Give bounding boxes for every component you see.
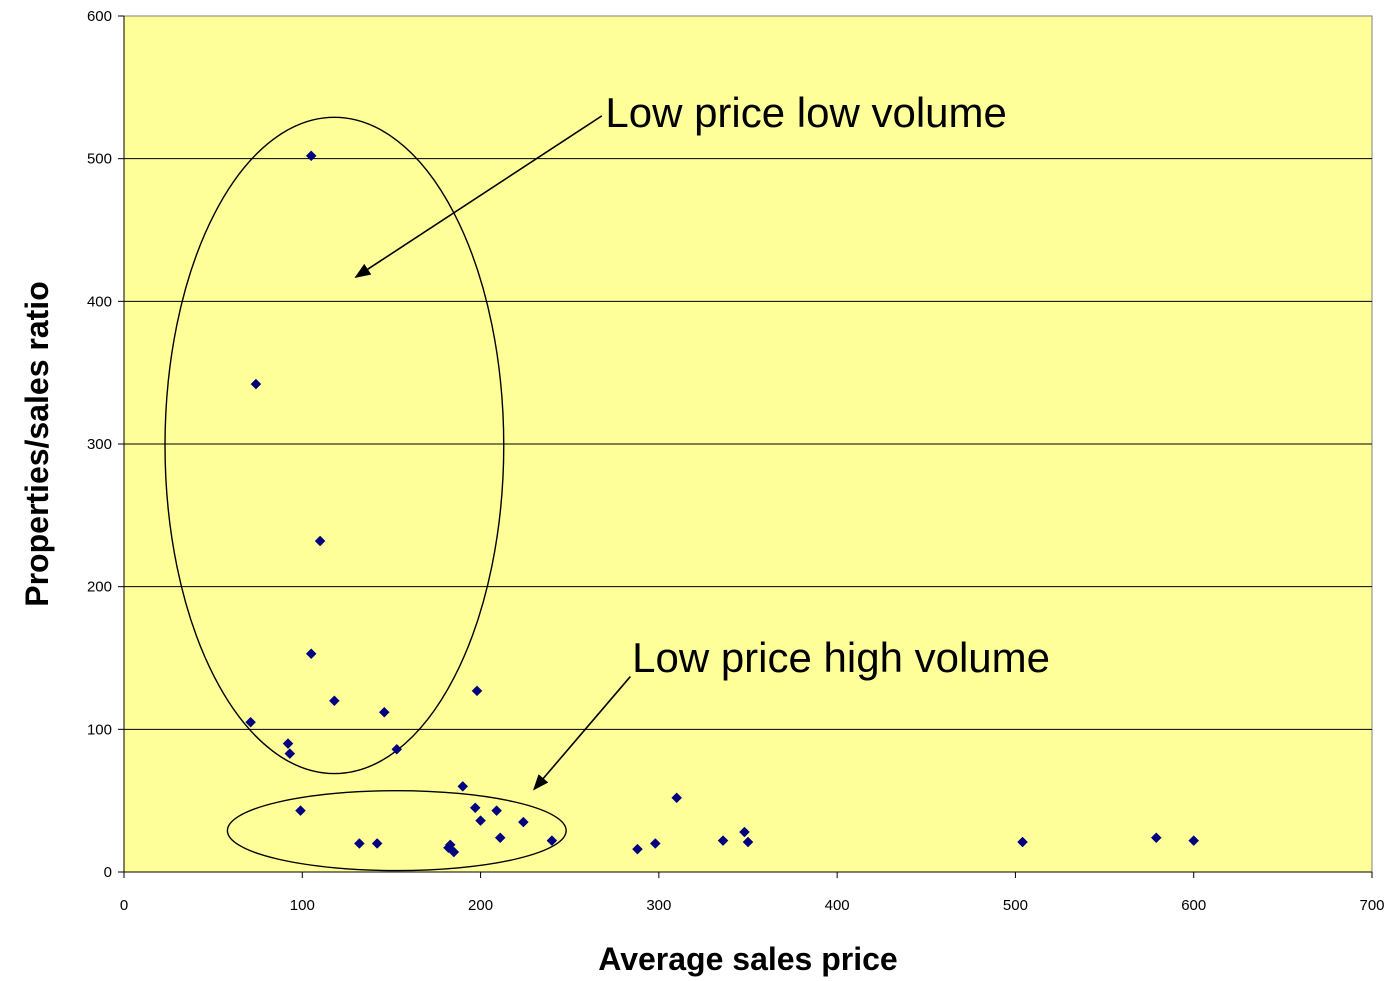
data-point-marker: [250, 378, 262, 390]
y-axis-title: Properties/sales ratio: [19, 281, 55, 606]
annotation-label: Low price high volume: [632, 634, 1050, 681]
x-tick-label: 400: [825, 897, 850, 914]
y-tick-label: 500: [87, 151, 112, 168]
y-tick-label: 300: [87, 436, 112, 453]
y-tick-label: 200: [87, 579, 112, 596]
y-axis-ticks: 0 100 200 300 400 500 600: [87, 8, 124, 881]
data-point-marker: [391, 743, 403, 755]
data-point-marker: [329, 695, 340, 707]
data-point-marker: [443, 842, 454, 854]
data-point-marker: [284, 748, 296, 759]
data-point-marker: [632, 843, 643, 855]
data-point-marker: [491, 805, 502, 817]
x-tick-label: 100: [290, 897, 315, 914]
data-point-marker: [469, 802, 481, 814]
data-point-marker: [305, 648, 317, 660]
data-points: [245, 150, 1200, 858]
x-tick-label: 700: [1359, 897, 1384, 914]
data-point-marker: [1017, 836, 1028, 848]
annotation-ellipse: [164, 116, 505, 775]
y-tick-label: 600: [87, 8, 112, 25]
data-point-marker: [475, 815, 486, 826]
y-tick-label: 400: [87, 293, 112, 310]
data-point-marker: [305, 150, 317, 162]
data-point-marker: [282, 738, 294, 749]
data-point-marker: [671, 792, 683, 804]
data-point-marker: [1188, 835, 1200, 846]
annotation-label: Low price low volume: [605, 89, 1007, 136]
annotation-ellipses: [164, 116, 567, 872]
data-point-marker: [471, 685, 483, 697]
y-tick-label: 0: [104, 864, 112, 881]
data-point-marker: [739, 826, 750, 838]
annotation-arrow: [533, 676, 631, 791]
data-point-marker: [494, 832, 506, 844]
annotations: Low price low volume Low price high volum…: [354, 89, 1050, 791]
x-tick-label: 600: [1181, 897, 1206, 914]
data-point-marker: [378, 706, 390, 718]
x-tick-label: 500: [1003, 897, 1028, 914]
y-tick-label: 100: [87, 721, 112, 738]
data-point-marker: [546, 835, 558, 846]
data-point-marker: [518, 816, 529, 828]
data-point-marker: [1150, 832, 1162, 844]
data-point-marker: [742, 836, 754, 848]
data-point-marker: [457, 781, 469, 792]
x-tick-label: 200: [468, 897, 493, 914]
data-point-marker: [245, 716, 256, 728]
grid-lines: [124, 158, 1372, 730]
x-axis-ticks: 0 100 200 300 400 500 600 700: [120, 872, 1385, 914]
data-point-marker: [314, 535, 326, 547]
annotation-arrow: [354, 115, 603, 278]
x-axis-title: Average sales price: [598, 941, 897, 977]
data-point-marker: [371, 838, 383, 849]
data-point-marker: [448, 846, 460, 858]
data-point-marker: [717, 835, 729, 846]
annotation-ellipse: [226, 789, 567, 872]
data-point-marker: [649, 838, 661, 849]
x-tick-label: 0: [120, 897, 128, 914]
x-tick-label: 300: [646, 897, 671, 914]
data-point-marker: [353, 838, 365, 849]
data-point-marker: [295, 805, 306, 817]
